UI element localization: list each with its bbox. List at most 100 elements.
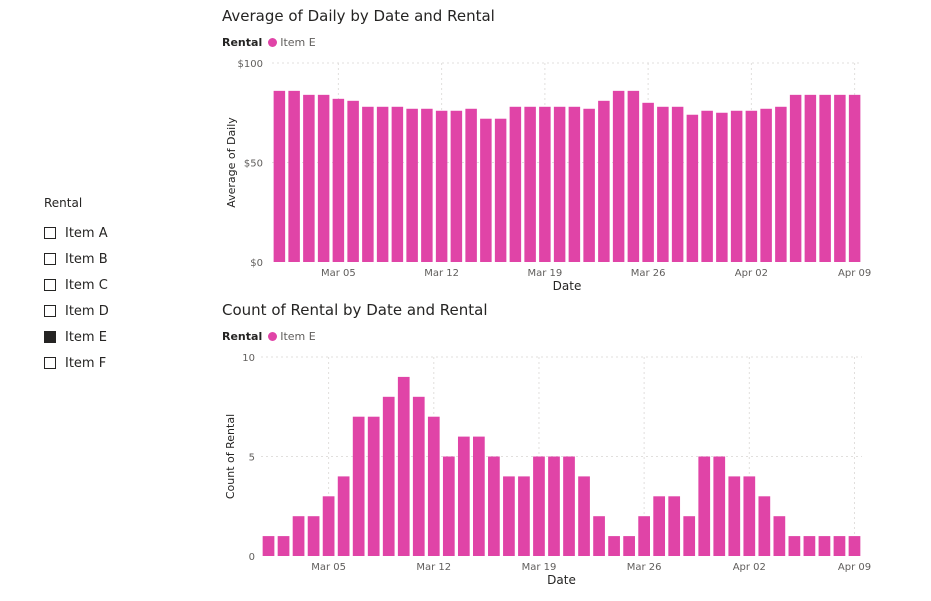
bar <box>391 106 404 262</box>
bar <box>608 536 620 556</box>
bar <box>716 112 728 262</box>
checkbox[interactable] <box>44 253 56 265</box>
bar <box>524 106 536 262</box>
bar <box>273 90 286 262</box>
bar <box>322 496 335 556</box>
bar <box>657 106 669 262</box>
bar <box>642 102 654 262</box>
bar <box>406 108 418 263</box>
slicer-item-c[interactable]: Item C <box>44 272 164 298</box>
slicer-item-label: Item F <box>65 355 107 371</box>
bar <box>307 516 320 556</box>
slicer-item-label: Item B <box>65 251 108 267</box>
bar <box>412 396 425 556</box>
bar <box>668 496 681 556</box>
bar <box>583 108 595 263</box>
bar <box>332 98 345 262</box>
bar <box>730 110 743 262</box>
bar <box>743 476 756 556</box>
bar <box>728 476 741 556</box>
y-tick-label: $100 <box>238 59 263 70</box>
bar <box>303 94 315 262</box>
bar <box>427 416 440 556</box>
bar <box>262 536 275 556</box>
y-tick-label: 5 <box>249 453 255 464</box>
slicer-item-b[interactable]: Item B <box>44 246 164 272</box>
bar <box>347 100 359 262</box>
chart-title-daily: Average of Daily by Date and Rental <box>222 7 495 25</box>
bar <box>518 476 530 556</box>
slicer-item-label: Item A <box>65 225 108 241</box>
slicer-item-a[interactable]: Item A <box>44 220 164 246</box>
checkbox[interactable] <box>44 331 56 343</box>
bar <box>421 108 433 263</box>
rental-slicer: Rental Item A Item B Item C Item D Item … <box>44 196 164 376</box>
chart-title-count: Count of Rental by Date and Rental <box>222 301 488 319</box>
checkbox[interactable] <box>44 279 56 291</box>
bar <box>612 90 625 262</box>
slicer-item-e[interactable]: Item E <box>44 324 164 350</box>
y-axis-title: Count of Rental <box>224 414 237 499</box>
x-tick-label: Mar 19 <box>522 562 557 573</box>
bar <box>593 516 605 556</box>
slicer-item-label: Item C <box>65 277 108 293</box>
x-axis-title: Date <box>553 279 582 293</box>
bar <box>578 476 590 556</box>
slicer-item-d[interactable]: Item D <box>44 298 164 324</box>
bar <box>653 496 666 556</box>
bar <box>382 396 395 556</box>
x-axis-title: Date <box>547 573 576 587</box>
slicer-item-label: Item E <box>65 329 107 345</box>
bar <box>450 110 463 262</box>
legend-count[interactable]: Rental Item E <box>222 330 316 343</box>
y-tick-label: $50 <box>244 159 263 170</box>
bar <box>623 536 635 556</box>
bar <box>775 106 787 262</box>
x-tick-label: Mar 12 <box>416 562 451 573</box>
bar <box>803 536 816 556</box>
x-tick-label: Mar 05 <box>321 268 356 279</box>
bar <box>465 108 477 263</box>
x-tick-label: Apr 09 <box>838 268 871 279</box>
y-axis-title: Average of Daily <box>225 117 238 208</box>
checkbox[interactable] <box>44 305 56 317</box>
x-tick-label: Mar 05 <box>311 562 346 573</box>
bar <box>683 516 696 556</box>
bar <box>789 94 802 262</box>
bar <box>760 108 772 263</box>
checkbox[interactable] <box>44 227 56 239</box>
legend-title: Rental <box>222 330 263 343</box>
slicer-item-f[interactable]: Item F <box>44 350 164 376</box>
bar <box>773 516 786 556</box>
bar <box>362 106 374 262</box>
legend-daily[interactable]: Rental Item E <box>222 36 316 49</box>
bar <box>292 516 305 556</box>
x-tick-label: Mar 26 <box>627 562 662 573</box>
bar <box>818 536 831 556</box>
bar <box>509 106 522 262</box>
bar <box>698 456 711 556</box>
x-tick-label: Apr 02 <box>735 268 768 279</box>
bar <box>627 90 640 262</box>
legend-label: Item E <box>280 330 316 343</box>
bar <box>337 476 350 556</box>
x-tick-label: Mar 12 <box>424 268 459 279</box>
slicer-item-label: Item D <box>65 303 109 319</box>
bar <box>671 106 684 262</box>
bar <box>367 416 380 556</box>
bar <box>701 110 713 262</box>
bar <box>397 376 410 556</box>
bar <box>494 118 507 262</box>
legend-title: Rental <box>222 36 263 49</box>
bar <box>317 94 330 262</box>
bar <box>598 100 610 262</box>
checkbox[interactable] <box>44 357 56 369</box>
legend-label: Item E <box>280 36 316 49</box>
bar <box>435 110 448 262</box>
bar <box>788 536 801 556</box>
x-tick-label: Apr 09 <box>838 562 871 573</box>
bar <box>713 456 726 556</box>
bar <box>553 106 566 262</box>
